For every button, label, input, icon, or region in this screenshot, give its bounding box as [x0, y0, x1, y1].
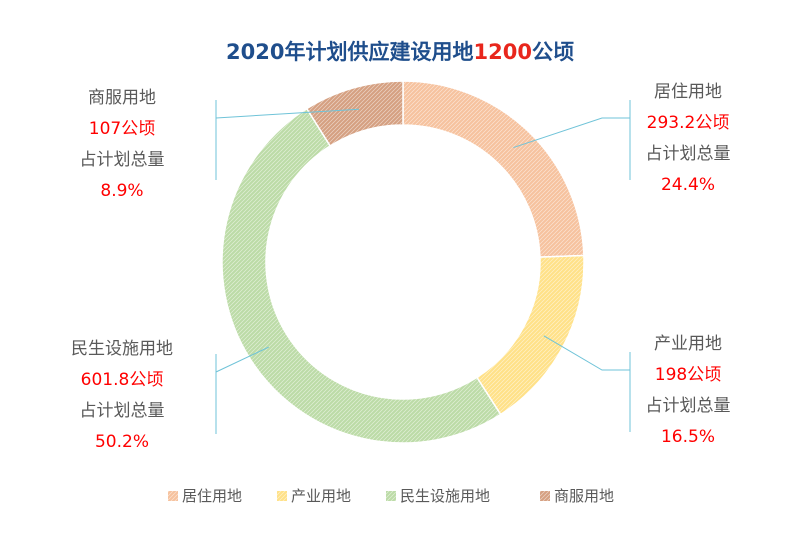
data-labels: 居住用地293.2公顷占计划总量24.4%产业用地198公顷占计划总量16.5%…: [71, 82, 731, 452]
percent-label-commercial: 8.9%: [100, 181, 143, 201]
legend-item-public-facility: 民生设施用地: [386, 487, 490, 505]
category-name-public-facility: 民生设施用地: [71, 339, 173, 359]
share-label-industrial: 占计划总量: [646, 396, 731, 416]
legend-label-industrial: 产业用地: [291, 487, 351, 505]
slice-public-facility: [221, 107, 502, 444]
category-name-industrial: 产业用地: [654, 334, 722, 354]
leader-public-facility: [215, 346, 269, 434]
value-label-commercial: 107公顷: [89, 119, 155, 139]
leader-residential: [513, 100, 631, 180]
value-label-industrial: 198公顷: [655, 365, 721, 385]
chart-title: 2020年计划供应建设用地1200公顷: [226, 40, 574, 64]
value-label-public-facility: 601.8公顷: [81, 370, 164, 390]
slice-industrial: [475, 254, 585, 416]
chart-title-unit: 公顷: [532, 40, 574, 64]
value-label-residential: 293.2公顷: [647, 113, 730, 133]
slices-group: [221, 80, 585, 444]
share-label-public-facility: 占计划总量: [80, 401, 165, 421]
leader-lines: [215, 100, 631, 434]
leader-commercial: [215, 100, 360, 180]
slice-residential: [402, 80, 585, 258]
legend-label-residential: 居住用地: [182, 487, 242, 505]
category-name-commercial: 商服用地: [88, 88, 156, 108]
legend-swatch-commercial: [540, 491, 550, 501]
percent-label-residential: 24.4%: [661, 175, 715, 195]
chart-title-value: 1200: [474, 40, 532, 64]
share-label-commercial: 占计划总量: [80, 150, 165, 170]
legend-label-public-facility: 民生设施用地: [400, 487, 490, 505]
legend-swatch-industrial: [277, 491, 287, 501]
chart-title-main: 2020年计划供应建设用地: [226, 40, 473, 64]
legend-item-commercial: 商服用地: [540, 487, 614, 505]
leader-industrial: [543, 335, 631, 432]
legend: 居住用地 产业用地 民生设施用地 商服用地: [168, 487, 614, 505]
percent-label-public-facility: 50.2%: [95, 432, 149, 452]
legend-item-industrial: 产业用地: [277, 487, 351, 505]
slice-commercial: [305, 80, 404, 147]
legend-label-commercial: 商服用地: [554, 487, 614, 505]
share-label-residential: 占计划总量: [646, 144, 731, 164]
legend-swatch-residential: [168, 491, 178, 501]
legend-item-residential: 居住用地: [168, 487, 242, 505]
category-name-residential: 居住用地: [654, 82, 722, 102]
percent-label-industrial: 16.5%: [661, 427, 715, 447]
legend-swatch-public-facility: [386, 491, 396, 501]
